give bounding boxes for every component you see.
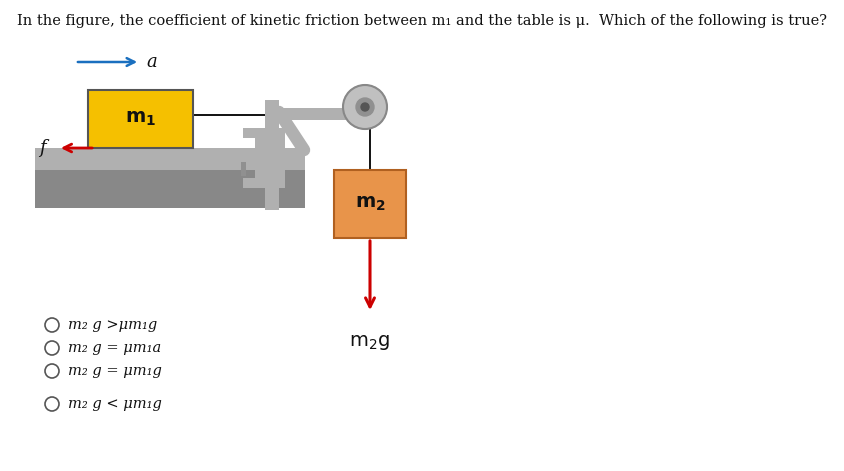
Circle shape <box>355 98 374 116</box>
Bar <box>35 148 305 170</box>
Text: In the figure, the coefficient of kinetic friction between m₁ and the table is μ: In the figure, the coefficient of kineti… <box>17 14 826 28</box>
Bar <box>243 128 255 138</box>
Bar <box>333 170 405 238</box>
Bar <box>243 178 255 188</box>
Text: m₂ g >μm₁g: m₂ g >μm₁g <box>68 318 157 332</box>
Bar <box>255 128 284 188</box>
Text: m₂ g = μm₁g: m₂ g = μm₁g <box>68 364 162 378</box>
Text: $\mathbf{m_2}$: $\mathbf{m_2}$ <box>354 195 385 213</box>
Bar <box>35 170 305 208</box>
Text: $\mathbf{m_1}$: $\mathbf{m_1}$ <box>125 110 156 128</box>
Bar <box>265 100 279 210</box>
Bar <box>265 108 365 120</box>
Text: a: a <box>146 53 157 71</box>
Text: m₂ g = μm₁a: m₂ g = μm₁a <box>68 341 161 355</box>
Bar <box>241 162 246 176</box>
Circle shape <box>360 103 369 111</box>
Text: m₂ g < μm₁g: m₂ g < μm₁g <box>68 397 162 411</box>
Text: $\mathrm{m_2g}$: $\mathrm{m_2g}$ <box>349 333 390 352</box>
Circle shape <box>343 85 387 129</box>
Text: f: f <box>39 139 46 157</box>
Bar <box>88 90 192 148</box>
